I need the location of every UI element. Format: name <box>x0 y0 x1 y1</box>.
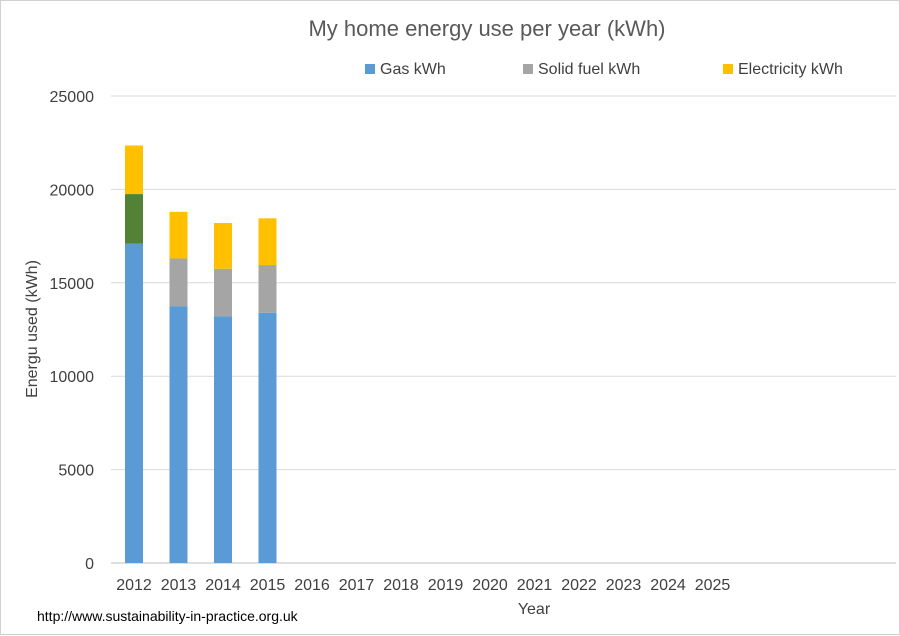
x-axis-ticks: 2012 2013 2014 2015 2016 2017 2018 2019 2020 2021… <box>116 577 730 594</box>
bar-segment <box>125 194 143 244</box>
y-tick-label: 20000 <box>50 182 95 199</box>
y-tick-label: 0 <box>85 556 94 573</box>
x-tick-label: 2015 <box>250 577 286 594</box>
legend: Gas kWh Solid fuel kWh Electricity kWh <box>365 61 843 78</box>
legend-swatch <box>523 64 533 74</box>
x-tick-label: 2012 <box>116 577 152 594</box>
y-tick-label: 25000 <box>50 89 95 106</box>
bar-segment <box>169 306 188 563</box>
x-tick-label: 2024 <box>650 577 686 594</box>
x-tick-label: 2013 <box>161 577 197 594</box>
bar-segment <box>214 268 232 317</box>
gridlines <box>111 95 896 564</box>
x-tick-label: 2022 <box>561 577 597 594</box>
bar-segment <box>258 265 277 313</box>
x-tick-label: 2021 <box>517 577 553 594</box>
legend-label: Solid fuel kWh <box>538 61 640 78</box>
x-tick-label: 2017 <box>339 577 375 594</box>
legend-swatch <box>365 64 375 74</box>
x-tick-label: 2016 <box>294 577 330 594</box>
legend-label: Electricity kWh <box>738 61 843 78</box>
bar-segment <box>258 312 277 563</box>
chart-title: My home energy use per year (kWh) <box>308 16 665 41</box>
x-axis-title: Year <box>518 601 551 618</box>
source-url[interactable]: http://www.sustainability-in-practice.or… <box>37 608 299 624</box>
y-tick-label: 10000 <box>50 369 95 386</box>
bars <box>125 145 277 563</box>
y-axis-title: Energu used (kWh) <box>24 260 41 398</box>
bar-segment <box>258 218 277 266</box>
legend-item: Gas kWh <box>365 61 446 78</box>
x-tick-label: 2025 <box>695 577 731 594</box>
bar-segment <box>214 223 232 269</box>
y-tick-label: 15000 <box>50 276 95 293</box>
bar-segment <box>125 145 143 195</box>
x-tick-label: 2019 <box>428 577 464 594</box>
bar-segment <box>169 211 188 259</box>
legend-label: Gas kWh <box>380 61 446 78</box>
bar-segment <box>169 258 188 307</box>
legend-item: Solid fuel kWh <box>523 61 640 78</box>
bar-segment <box>214 316 232 563</box>
legend-item: Electricity kWh <box>723 61 843 78</box>
y-axis-ticks: 0 5000 10000 15000 20000 25000 <box>50 89 95 573</box>
legend-swatch <box>723 64 733 74</box>
y-tick-label: 5000 <box>58 463 94 480</box>
x-tick-label: 2020 <box>472 577 508 594</box>
x-tick-label: 2014 <box>205 577 241 594</box>
x-tick-label: 2023 <box>606 577 642 594</box>
bar-segment <box>125 243 143 563</box>
x-tick-label: 2018 <box>383 577 419 594</box>
